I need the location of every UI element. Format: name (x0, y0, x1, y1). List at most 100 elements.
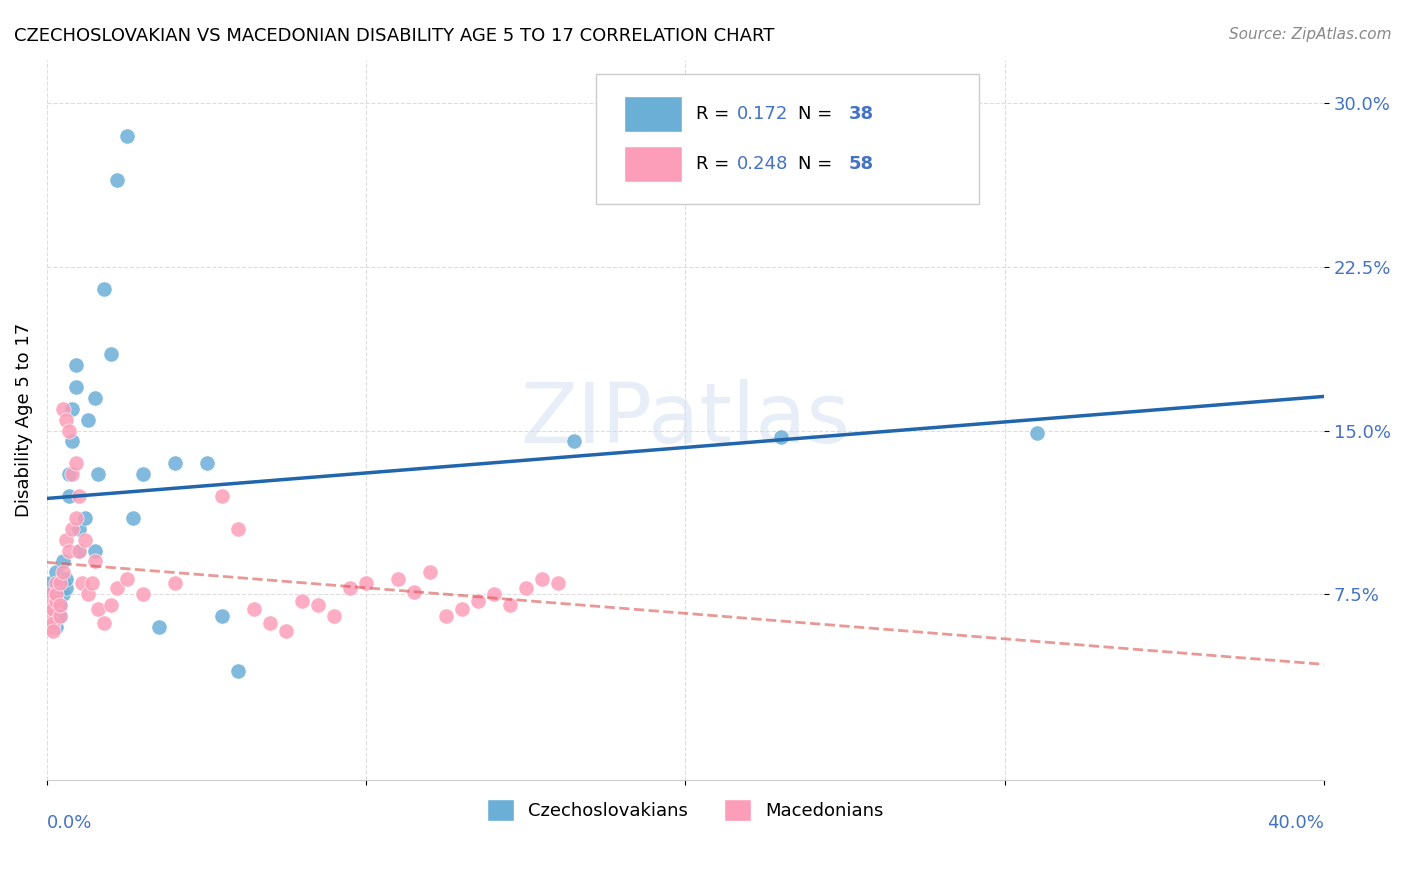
Point (122, 511, 145, 525)
Point (307, 598, 329, 612)
Point (87, 467, 110, 482)
Point (77, 412, 100, 426)
Point (93, 282, 115, 296)
Point (67, 522, 90, 536)
Point (163, 576, 186, 591)
Text: 38: 38 (849, 104, 875, 122)
Point (52, 401, 75, 416)
Point (87, 602, 110, 616)
Text: Source: ZipAtlas.com: Source: ZipAtlas.com (1229, 27, 1392, 42)
Y-axis label: Disability Age 5 to 17: Disability Age 5 to 17 (15, 323, 32, 516)
Point (45, 593, 67, 607)
Point (547, 576, 569, 591)
Point (48, 598, 70, 612)
Point (65, 456, 87, 470)
Text: 0.172: 0.172 (737, 104, 787, 122)
Point (35, 587, 58, 601)
Text: CZECHOSLOVAKIAN VS MACEDONIAN DISABILITY AGE 5 TO 17 CORRELATION CHART: CZECHOSLOVAKIAN VS MACEDONIAN DISABILITY… (14, 27, 775, 45)
Text: 0.0%: 0.0% (46, 814, 93, 832)
Point (148, 620, 170, 634)
Point (42, 615, 65, 630)
Text: 40.0%: 40.0% (1267, 814, 1324, 832)
FancyBboxPatch shape (596, 74, 979, 203)
Point (45, 576, 67, 591)
Point (62, 434, 84, 449)
Point (55, 581, 77, 595)
Point (1025, 425, 1047, 440)
Point (75, 533, 97, 547)
Point (515, 581, 537, 595)
Point (434, 609, 457, 624)
Point (70, 576, 93, 591)
Point (83, 391, 105, 405)
Point (58, 467, 80, 482)
Point (228, 664, 250, 678)
Point (419, 566, 441, 580)
Point (243, 602, 266, 616)
Point (259, 615, 281, 630)
Point (52, 576, 75, 591)
Point (52, 587, 75, 601)
Point (163, 456, 186, 470)
Point (100, 347, 122, 361)
Point (562, 434, 585, 449)
Point (45, 587, 67, 601)
Point (62, 401, 84, 416)
Point (80, 576, 103, 591)
Point (387, 572, 409, 586)
Point (67, 543, 90, 558)
Point (530, 572, 553, 586)
Point (323, 609, 346, 624)
Point (42, 602, 65, 616)
Point (83, 543, 105, 558)
Point (228, 522, 250, 536)
FancyBboxPatch shape (624, 95, 682, 132)
Point (105, 581, 128, 595)
Point (45, 620, 67, 634)
Point (67, 543, 90, 558)
Point (52, 554, 75, 568)
Point (211, 489, 233, 503)
Point (67, 489, 90, 503)
Text: R =: R = (696, 104, 734, 122)
Point (48, 576, 70, 591)
Point (39, 609, 62, 624)
Point (291, 593, 314, 607)
Point (467, 593, 489, 607)
FancyBboxPatch shape (624, 146, 682, 182)
Point (451, 602, 474, 616)
Text: R =: R = (696, 155, 734, 173)
Point (65, 380, 87, 394)
Point (48, 598, 70, 612)
Point (770, 430, 793, 444)
Point (354, 576, 377, 591)
Legend: Czechoslovakians, Macedonians: Czechoslovakians, Macedonians (479, 792, 891, 829)
Point (42, 587, 65, 601)
Point (100, 598, 122, 612)
Point (482, 587, 505, 601)
Point (65, 511, 87, 525)
Point (195, 456, 218, 470)
Point (75, 511, 97, 525)
Point (48, 609, 70, 624)
Point (115, 572, 138, 586)
Point (55, 572, 77, 586)
Point (62, 522, 84, 536)
Point (276, 624, 298, 639)
Point (39, 620, 62, 634)
Text: 58: 58 (849, 155, 875, 173)
Point (65, 358, 87, 372)
Point (62, 467, 84, 482)
Point (499, 598, 522, 612)
Point (83, 554, 105, 568)
Point (402, 585, 425, 599)
Point (77, 587, 100, 601)
Point (105, 172, 128, 186)
Text: N =: N = (797, 104, 838, 122)
Point (58, 543, 80, 558)
Point (211, 609, 233, 624)
Point (58, 489, 80, 503)
Text: 0.248: 0.248 (737, 155, 787, 173)
Point (131, 467, 153, 482)
Point (55, 412, 77, 426)
